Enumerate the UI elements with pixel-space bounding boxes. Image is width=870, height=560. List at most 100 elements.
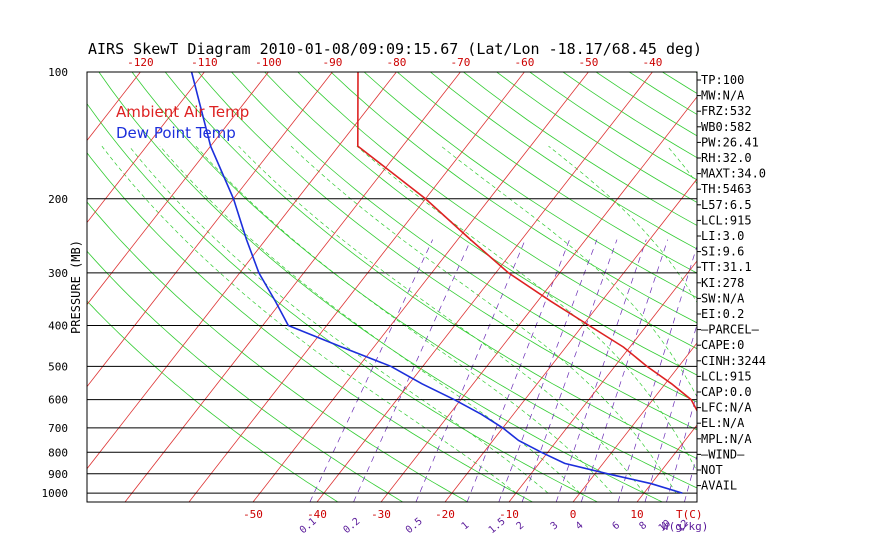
- pressure-tick-label: 700: [48, 422, 68, 435]
- isotherm-line: [380, 96, 697, 502]
- isotherm-line: [572, 342, 697, 502]
- parameter-item: TH:5463: [701, 182, 752, 196]
- dry-adiabat-line: [396, 72, 697, 274]
- top-temperature-tick-label: -90: [322, 56, 342, 69]
- mixing-ratio-tick-label: 2: [515, 520, 527, 532]
- isotherm-line: [87, 72, 205, 224]
- bottom-temperature-tick-label: 0: [570, 508, 577, 521]
- legend-ambient-air-temp: Ambient Air Temp: [116, 103, 249, 121]
- mixing-ratio-tick-label: 3: [549, 520, 561, 532]
- bottom-temperature-tick-label: 10: [630, 508, 643, 521]
- bottom-temperature-tick-labels: -50 -40 -30 -20 -10 0 10: [243, 508, 644, 521]
- top-temperature-tick-label: -60: [514, 56, 534, 69]
- moist-adiabat-line: [548, 145, 697, 304]
- moist-adiabat-line: [290, 145, 677, 494]
- dry-adiabat-line: [164, 72, 697, 459]
- parameter-item: MPL:N/A: [701, 432, 752, 446]
- parameter-item: TT:31.1: [701, 260, 752, 274]
- mixing-ratio-tick-label: 1: [460, 520, 472, 532]
- bottom-temperature-tick-label: -10: [499, 508, 519, 521]
- sounding-series: [190, 72, 697, 494]
- pressure-tick-label: 300: [48, 267, 68, 280]
- parameter-item: EI:0.2: [701, 307, 744, 321]
- mixing-ratio-line: [466, 239, 570, 502]
- moist-adiabat-line: [195, 145, 613, 494]
- isotherm-line: [636, 424, 697, 502]
- top-temperature-tick-label: -80: [386, 56, 406, 69]
- pressure-tick-label: 1000: [42, 487, 69, 500]
- mixing-ratio-line: [779, 240, 835, 502]
- plot-background: [87, 72, 697, 502]
- pressure-tick-label: 200: [48, 193, 68, 206]
- isotherm-line: [316, 72, 653, 502]
- isotherm-line: [444, 178, 697, 502]
- pressure-tick-label: 100: [48, 66, 68, 79]
- mixing-ratio-line: [498, 239, 598, 502]
- parameter-item: MW:N/A: [701, 89, 745, 103]
- dry-adiabat-line: [430, 72, 697, 250]
- top-temperature-tick-label: -100: [255, 56, 282, 69]
- dry-adiabat-line: [197, 72, 697, 431]
- parameter-item: AVAIL: [701, 479, 737, 493]
- mixing-ratio-line: [666, 392, 697, 502]
- mixing-ratio-tick-label: 0.2: [341, 516, 362, 536]
- parameter-item: –PARCEL–: [701, 323, 760, 337]
- top-temperature-tick-label: -110: [191, 56, 218, 69]
- isotherm-line: [87, 72, 269, 306]
- legend: Ambient Air Temp Dew Point Temp: [116, 103, 249, 142]
- parameter-item: CAP:0.0: [701, 385, 752, 399]
- mixing-ratio-line: [555, 239, 647, 502]
- mixing-ratio-line: [309, 239, 433, 502]
- top-temperature-tick-label: -40: [642, 56, 662, 69]
- mixing-ratio-tick-label: 4: [574, 520, 586, 532]
- bottom-temperature-tick-label: -20: [435, 508, 455, 521]
- parameter-item: FRZ:532: [701, 104, 752, 118]
- y-axis-label: PRESSURE (MB): [69, 240, 83, 334]
- mixing-ratio-line: [353, 239, 472, 502]
- mixing-ratio-tick-label: 8: [638, 520, 650, 532]
- dry-adiabat-line: [231, 72, 697, 403]
- parameter-item: WB0:582: [701, 120, 752, 134]
- bottom-temperature-tick-label: -50: [243, 508, 263, 521]
- parameter-item: RH:32.0: [701, 151, 752, 165]
- dry-adiabat-line: [87, 250, 404, 502]
- parameter-item: PW:26.41: [701, 135, 759, 149]
- dry-adiabat-line: [330, 72, 697, 324]
- parameter-item: LCL:915: [701, 213, 752, 227]
- plot-border: [86, 71, 698, 503]
- dry-adiabat-line: [87, 152, 533, 502]
- pressure-tick-label: 800: [48, 446, 68, 459]
- dry-adiabat-line: [363, 72, 697, 299]
- mixing-ratio-unit-label: W(g/kg): [662, 520, 708, 533]
- isotherm-line: [87, 72, 397, 470]
- parameter-item: SI:9.6: [701, 245, 744, 259]
- pressure-tick-label: 900: [48, 468, 68, 481]
- moist-adiabat-line: [101, 145, 517, 494]
- isotherms: [0, 72, 870, 502]
- parameter-item: –WIND–: [701, 447, 745, 461]
- moist-adiabat-line: [238, 145, 645, 494]
- moist-adiabat-line: [764, 146, 836, 493]
- isotherm-line: [87, 72, 333, 388]
- parameter-item: TP:100: [701, 73, 744, 87]
- isotherm-line: [124, 72, 461, 502]
- pressure-tick-label: 400: [48, 320, 68, 333]
- mixing-ratio-line: [684, 454, 697, 502]
- parameter-item: EL:N/A: [701, 416, 745, 430]
- isotherm-line: [0, 72, 12, 502]
- isotherm-line: [829, 72, 870, 502]
- isotherm-line: [252, 72, 589, 502]
- parameter-item: CAPE:0: [701, 338, 744, 352]
- parameter-item: MAXT:34.0: [701, 167, 766, 181]
- parameter-item: LI:3.0: [701, 229, 744, 243]
- bottom-temperature-tick-label: -40: [307, 508, 327, 521]
- mixing-ratio-lines: [309, 239, 835, 502]
- chart-title: AIRS SkewT Diagram 2010-01-08/09:09:15.6…: [88, 40, 702, 58]
- parameter-item: KI:278: [701, 276, 744, 290]
- mixing-ratio-line: [644, 323, 697, 502]
- dry-adiabat-line: [131, 72, 697, 489]
- dry-adiabat-line: [87, 300, 339, 502]
- moist-adiabat-line: [159, 145, 581, 494]
